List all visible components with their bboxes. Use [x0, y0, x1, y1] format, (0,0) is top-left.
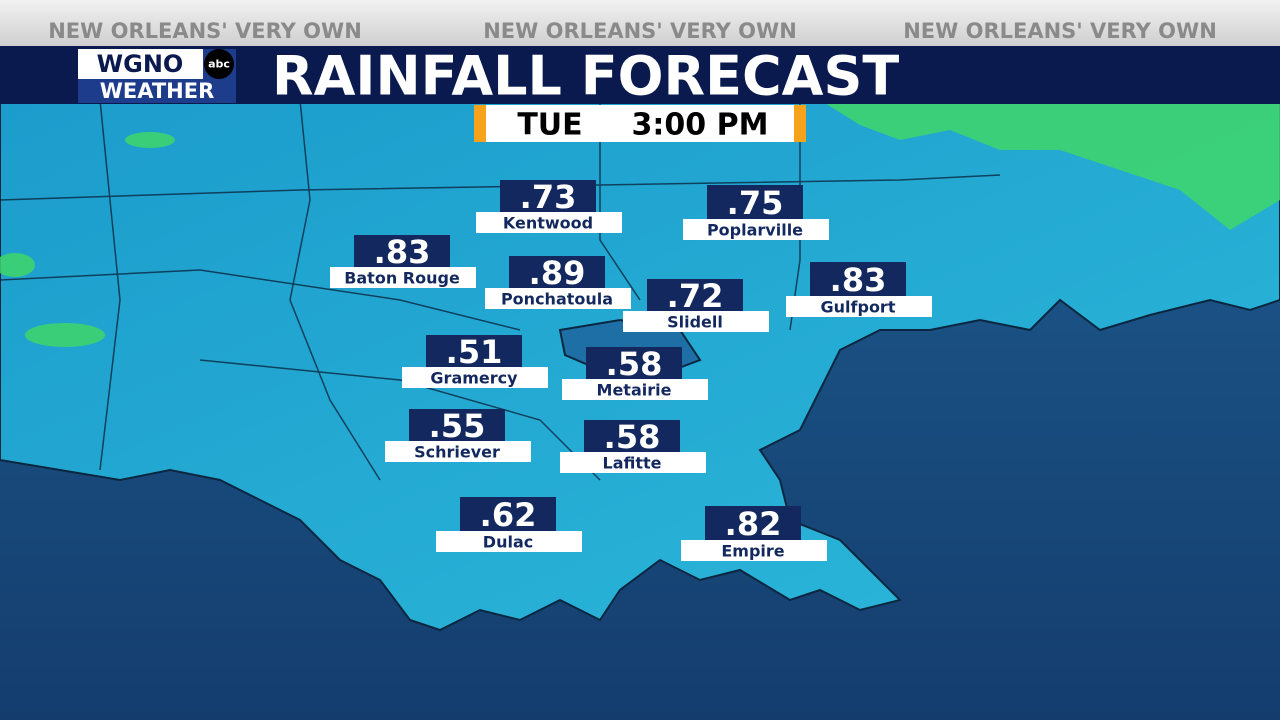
amount: .82 — [725, 505, 782, 543]
location-name: Gulfport — [821, 298, 896, 317]
location-name: Baton Rouge — [344, 269, 460, 288]
amount: .55 — [429, 407, 486, 445]
name-box — [786, 296, 932, 317]
amount: .72 — [667, 277, 724, 315]
amount: .83 — [374, 233, 431, 271]
location-name: Lafitte — [603, 454, 662, 473]
amount: .75 — [727, 184, 784, 222]
location-name: Poplarville — [707, 221, 803, 240]
location-name: Kentwood — [503, 214, 593, 233]
tagline: NEW ORLEANS' VERY OWN — [48, 19, 362, 43]
name-box — [330, 267, 476, 288]
location-name: Dulac — [483, 533, 533, 552]
logo-circle — [204, 49, 234, 79]
name-box — [683, 219, 829, 240]
border — [0, 269, 521, 331]
amount-box — [426, 335, 522, 367]
amount-box — [647, 279, 743, 311]
border — [99, 99, 121, 471]
amount: .62 — [480, 496, 537, 534]
time-box — [486, 105, 794, 142]
county-lines — [0, 99, 1001, 481]
logo-top — [78, 49, 203, 79]
tagline: NEW ORLEANS' VERY OWN — [483, 19, 797, 43]
amount: .58 — [606, 345, 663, 383]
rain-area — [25, 323, 105, 347]
time-clock: 3:00 PM — [632, 108, 769, 143]
location-name: Metairie — [597, 381, 672, 400]
logo-label: WEATHER — [100, 79, 215, 103]
amount-box — [460, 497, 556, 531]
amount-box — [707, 185, 803, 219]
time-day: TUE — [517, 108, 582, 143]
rain-areas — [0, 100, 1280, 347]
name-box — [385, 441, 531, 462]
amount: .51 — [446, 333, 503, 371]
amount: .73 — [520, 178, 577, 216]
name-box — [562, 379, 708, 400]
location-name: Gramercy — [430, 369, 518, 388]
name-box — [436, 531, 582, 552]
amount-box — [409, 409, 505, 441]
amount: .89 — [529, 254, 586, 292]
name-box — [476, 212, 622, 233]
amount-box — [509, 256, 605, 288]
amount: .83 — [830, 261, 887, 299]
rain-area — [820, 100, 1280, 230]
name-box — [485, 288, 631, 309]
name-box — [681, 540, 827, 561]
logo-station: WGNO — [97, 50, 184, 78]
title: RAINFALL FORECAST — [272, 45, 899, 108]
name-box — [560, 452, 706, 473]
amount-box — [584, 420, 680, 452]
tagline: NEW ORLEANS' VERY OWN — [903, 19, 1217, 43]
border — [199, 359, 601, 481]
location-name: Ponchatoula — [501, 290, 613, 309]
amount-box — [354, 235, 450, 267]
name-box — [402, 367, 548, 388]
rain-area — [0, 253, 35, 277]
name-box — [623, 311, 769, 332]
location-name: Schriever — [414, 443, 500, 462]
location-name: Empire — [721, 542, 784, 561]
banner — [0, 0, 1280, 46]
amount: .58 — [604, 418, 661, 456]
amount-box — [586, 347, 682, 379]
border — [599, 100, 641, 301]
logo-network: abc — [208, 58, 230, 71]
amount-box — [810, 262, 906, 296]
location-name: Slidell — [667, 313, 723, 332]
amount-box — [705, 506, 801, 540]
amount-box — [500, 180, 596, 212]
rain-area — [125, 132, 175, 148]
border — [289, 99, 381, 481]
